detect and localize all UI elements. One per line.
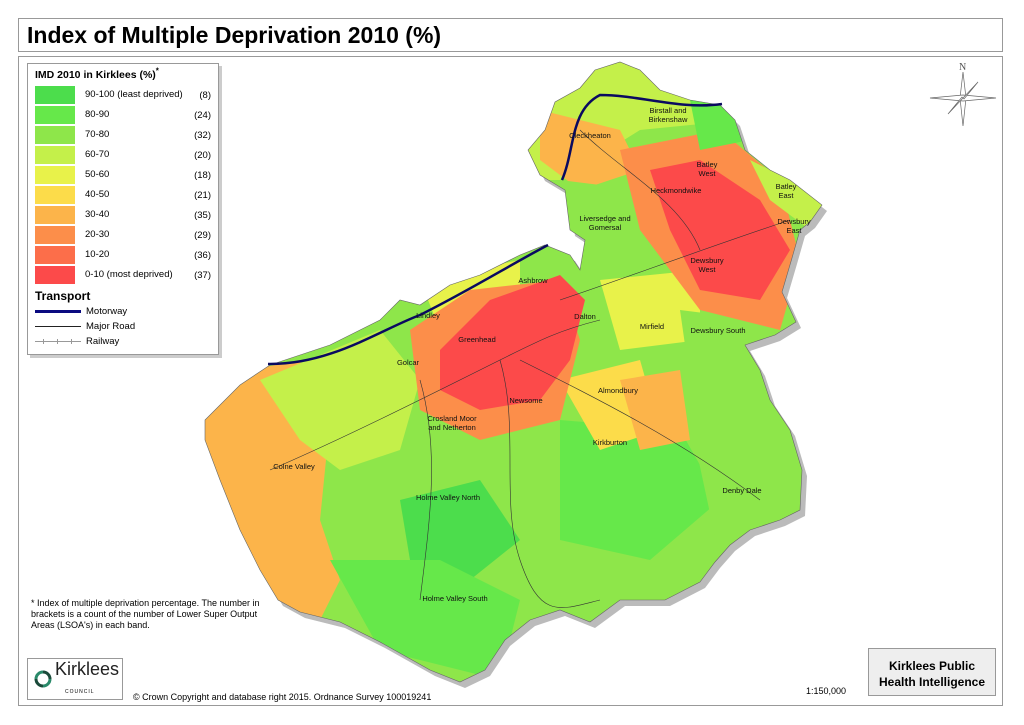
legend-railway: Railway — [35, 334, 211, 349]
legend-band-count: (35) — [194, 209, 211, 221]
legend-swatch — [35, 226, 75, 244]
zone-dewsbury-south — [680, 310, 770, 380]
legend-band-count: (36) — [194, 249, 211, 261]
legend-title: IMD 2010 in Kirklees (%) — [35, 69, 156, 81]
legend-band-count: (8) — [199, 89, 211, 101]
place-label: Denby Dale — [722, 486, 762, 495]
legend-band: 30-40 (35) — [35, 205, 211, 225]
legend-band: 40-50 (21) — [35, 185, 211, 205]
legend: IMD 2010 in Kirklees (%)* 90-100 (least … — [27, 63, 219, 355]
legend-railway-label: Railway — [86, 336, 120, 347]
zone-kirkburton — [560, 420, 720, 560]
logo-name: Kirklees — [55, 659, 120, 679]
legend-motorway: Motorway — [35, 304, 211, 319]
place-label: Golcar — [396, 358, 420, 367]
legend-band-label: 40-50 — [85, 189, 110, 200]
transport-title: Transport — [35, 289, 91, 303]
legend-band: 10-20 (36) — [35, 245, 211, 265]
place-label: Kirkburton — [592, 438, 628, 447]
legend-asterisk: * — [155, 66, 159, 76]
place-label: Batley West — [696, 160, 718, 178]
place-label: Dewsbury East — [777, 217, 811, 235]
place-label: Newsome — [509, 396, 543, 405]
legend-band: 20-30 (29) — [35, 225, 211, 245]
legend-band-label: 20-30 — [85, 229, 110, 240]
legend-band-label: 70-80 — [85, 129, 110, 140]
place-label: Dalton — [574, 312, 596, 321]
legend-swatch — [35, 126, 75, 144]
legend-swatch — [35, 166, 75, 184]
legend-band: 90-100 (least deprived) (8) — [35, 85, 211, 105]
legend-band-count: (20) — [194, 149, 211, 161]
legend-band-count: (18) — [194, 169, 211, 181]
legend-band: 60-70 (20) — [35, 145, 211, 165]
place-label: Dewsbury South — [690, 326, 746, 335]
legend-swatch — [35, 266, 75, 284]
legend-band-count: (37) — [194, 269, 211, 281]
legend-band: 50-60 (18) — [35, 165, 211, 185]
north-label: N — [959, 62, 966, 73]
legend-swatch — [35, 206, 75, 224]
place-label: Mirfield — [639, 322, 665, 331]
legend-swatch — [35, 186, 75, 204]
legend-band-label: 80-90 — [85, 109, 110, 120]
legend-band-label: 90-100 (least deprived) — [85, 89, 183, 100]
place-label: Crosland Moor and Netherton — [427, 414, 477, 432]
place-label: Heckmondwike — [650, 186, 702, 195]
zone-huddersfield-red — [440, 275, 585, 410]
zone-holme-south — [330, 560, 520, 680]
place-label: Almondbury — [597, 386, 639, 395]
legend-band-label: 30-40 — [85, 209, 110, 220]
legend-major-road-label: Major Road — [86, 321, 136, 332]
copyright: © Crown Copyright and database right 201… — [133, 692, 432, 702]
legend-band-label: 60-70 — [85, 149, 110, 160]
legend-band-label: 0-10 (most deprived) — [85, 269, 173, 280]
roads — [269, 129, 791, 608]
legend-footnote: * Index of multiple deprivation percenta… — [31, 598, 260, 630]
zone-east-orange — [620, 370, 690, 450]
place-label: Birstall and Birkenshaw — [648, 106, 688, 124]
logo-sub: COUNCIL — [65, 689, 95, 695]
map-scale: 1:150,000 — [806, 686, 847, 696]
map-title: Index of Multiple Deprivation 2010 (%) — [18, 18, 1003, 52]
north-arrow: N — [928, 60, 998, 135]
place-label: Holme Valley South — [422, 594, 488, 603]
district-outline — [204, 61, 823, 683]
map-frame — [18, 56, 1003, 706]
legend-band-count: (24) — [194, 109, 211, 121]
motorway-m62-north — [560, 93, 723, 181]
legend-major-road: Major Road — [35, 319, 211, 334]
place-label: Holme Valley North — [415, 493, 481, 502]
legend-band-label: 50-60 — [85, 169, 110, 180]
kirklees-swirl-icon — [34, 670, 52, 688]
zone-colne-valley — [260, 330, 420, 470]
legend-swatch — [35, 146, 75, 164]
place-label: Liversedge and Gomersal — [579, 214, 631, 232]
place-label: Ashbrow — [518, 276, 548, 285]
legend-swatch — [35, 86, 75, 104]
zone-batley-east — [750, 160, 822, 230]
zone-dewsbury-red — [650, 160, 790, 300]
place-label: Batley East — [775, 182, 797, 200]
legend-motorway-label: Motorway — [86, 306, 128, 317]
legend-band: 70-80 (32) — [35, 125, 211, 145]
place-label: Lindley — [416, 311, 440, 320]
motorway-m62-west — [267, 243, 549, 366]
legend-band-count: (32) — [194, 129, 211, 141]
legend-band: 0-10 (most deprived) (37) — [35, 265, 211, 285]
zone-mirfield — [600, 270, 700, 350]
legend-swatch — [35, 106, 75, 124]
place-label: Dewsbury West — [690, 256, 724, 274]
legend-swatch — [35, 246, 75, 264]
place-label: Greenhead — [458, 335, 496, 344]
publisher-box: Kirklees Public Health Intelligence — [868, 648, 996, 696]
legend-band-label: 10-20 — [85, 249, 110, 260]
kirklees-logo: Kirklees COUNCIL — [27, 658, 123, 700]
legend-band-count: (21) — [194, 189, 211, 201]
legend-band: 80-90 (24) — [35, 105, 211, 125]
place-label: Colne Valley — [273, 462, 315, 471]
legend-band-count: (29) — [194, 229, 211, 241]
place-label: Cleckheaton — [569, 131, 611, 140]
